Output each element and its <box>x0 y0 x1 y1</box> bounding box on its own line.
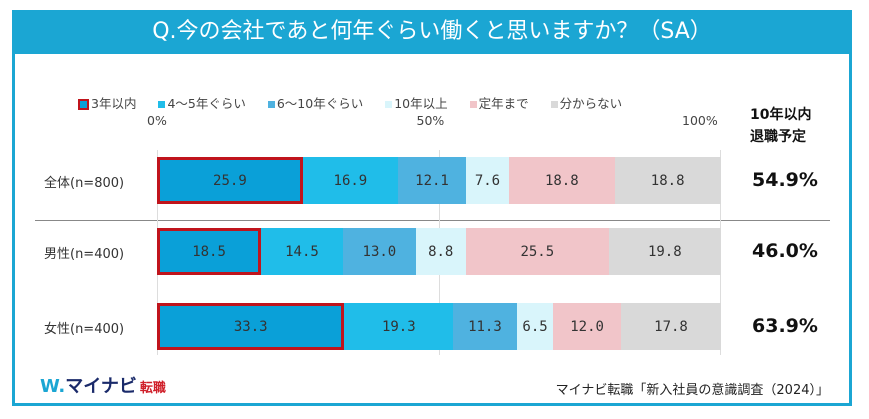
x-tick-label: 0% <box>147 113 167 128</box>
legend-item: 分からない <box>550 93 623 112</box>
bar-segment: 18.5 <box>157 228 262 275</box>
bar-segment: 33.3 <box>157 303 345 350</box>
legend-item: 4～5年ぐらい <box>158 93 246 112</box>
legend-swatch <box>385 101 393 108</box>
bar-segment: 11.3 <box>453 303 517 350</box>
side-value: 63.9% <box>752 315 818 337</box>
divider <box>35 220 830 221</box>
legend-label: 定年まで <box>478 96 529 111</box>
bar-segment: 12.1 <box>397 157 467 204</box>
logo-sub: 転職 <box>139 381 166 396</box>
bar-segment: 19.3 <box>344 303 454 350</box>
bar-segment: 13.0 <box>342 228 416 275</box>
x-tick-label: 50% <box>416 113 445 128</box>
legend-item: 6～10年ぐらい <box>267 93 364 112</box>
side-header-line: 10年以内 <box>750 107 812 123</box>
mynavi-logo: W.マイナビ 転職 <box>40 376 166 397</box>
bar-segment: 6.5 <box>516 303 554 350</box>
bar-segment: 16.9 <box>302 157 398 204</box>
category-label: 女性(n=400) <box>44 322 125 337</box>
legend-label: 4～5年ぐらい <box>167 96 246 111</box>
bar-segment: 18.8 <box>614 157 721 204</box>
legend-swatch <box>550 101 558 108</box>
legend-item: 10年以上 <box>385 93 448 112</box>
legend-item: 定年まで <box>469 93 529 112</box>
legend: 3年以内 4～5年ぐらい 6～10年ぐらい 10年以上 定年まで 分からない <box>78 93 622 112</box>
side-header-line: 退職予定 <box>750 129 806 145</box>
legend-swatch <box>267 101 275 108</box>
bar-segment: 7.6 <box>466 157 509 204</box>
chart-title: Q.今の会社であと何年ぐらい働くと思いますか？（SA） <box>12 10 852 54</box>
bar-segment: 25.9 <box>157 157 303 204</box>
category-label: 男性(n=400) <box>44 247 125 262</box>
bar-segment: 17.8 <box>620 303 722 350</box>
side-value: 46.0% <box>752 240 818 262</box>
bar-segment: 8.8 <box>415 228 466 275</box>
legend-swatch <box>469 101 477 108</box>
category-label: 全体(n=800) <box>44 176 125 191</box>
source-note: マイナビ転職「新入社員の意識調査（2024）」 <box>555 383 829 398</box>
legend-item: 3年以内 <box>78 93 136 112</box>
bar-segment: 25.5 <box>465 228 610 275</box>
legend-swatch <box>158 101 166 108</box>
x-tick-label: 100% <box>682 113 718 128</box>
side-header: 10年以内退職予定 <box>750 104 811 148</box>
side-value: 54.9% <box>752 169 818 191</box>
legend-label: 6～10年ぐらい <box>276 96 364 111</box>
legend-label: 分からない <box>559 96 623 111</box>
bar-segment: 18.8 <box>508 157 615 204</box>
bar-segment: 12.0 <box>553 303 621 350</box>
legend-label: 3年以内 <box>91 96 137 111</box>
legend-label: 10年以上 <box>394 96 448 111</box>
bar-segment: 19.8 <box>609 228 721 275</box>
bar-segment: 14.5 <box>261 228 343 275</box>
logo-text: マイナビ <box>65 376 137 397</box>
legend-swatch <box>78 99 89 110</box>
